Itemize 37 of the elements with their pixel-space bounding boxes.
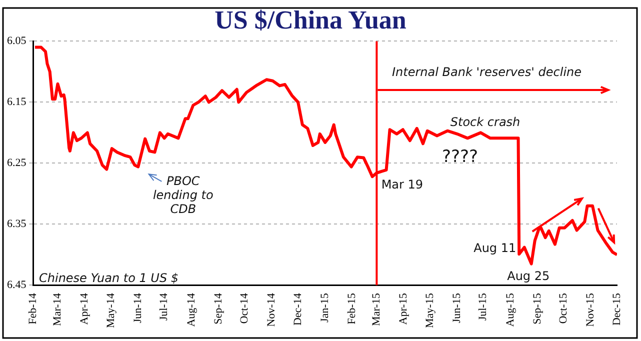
annotation: PBOC lending to CDB	[152, 174, 214, 216]
y-tick-label: 6.05	[7, 35, 27, 48]
annotation: Mar 19	[381, 178, 424, 192]
annotation: ????	[442, 147, 478, 167]
x-tick-label: May-14	[104, 292, 117, 328]
x-tick-label: Dec-14	[292, 292, 304, 326]
x-tick-label: Sep-14	[212, 292, 224, 324]
annotation: Chinese Yuan to 1 US $	[39, 271, 179, 285]
x-tick-label: Mar-14	[52, 292, 64, 326]
x-tick-label: Feb-15	[346, 292, 358, 324]
x-tick-label: Jul-14	[158, 292, 170, 321]
x-tick-label: Sep-15	[531, 292, 544, 324]
x-tick-label: May-15	[424, 292, 436, 328]
x-tick-label: Oct-14	[238, 292, 251, 324]
y-tick-label: 6.35	[7, 218, 27, 230]
x-tick-label: Oct-15	[558, 292, 570, 324]
annotation: Aug 11	[474, 241, 516, 256]
x-tick-label: Nov-14	[266, 292, 278, 327]
x-tick-label: Jun-14	[132, 292, 144, 324]
x-tick-label: Jan-15	[319, 292, 332, 322]
x-tick-label: Apr-15	[398, 292, 410, 325]
y-tick-label: 6.45	[7, 279, 27, 292]
annotation: Stock crash	[450, 115, 520, 130]
x-tick-label: Feb-14	[27, 292, 40, 324]
x-tick-label: Apr-14	[78, 292, 91, 325]
chart-title: US $/China Yuan	[214, 5, 407, 34]
y-tick-label: 6.25	[7, 157, 27, 170]
x-tick-label: Nov-15	[584, 292, 597, 327]
x-tick-label: Jul-15	[477, 292, 490, 321]
y-tick-label: 6.15	[7, 96, 27, 108]
annotation: Internal Bank 'reserves' decline	[392, 65, 582, 79]
annotation: Aug 25	[507, 268, 550, 283]
x-tick-label: Aug-14	[185, 292, 198, 327]
x-tick-label: Dec-15	[610, 292, 623, 326]
x-tick-label: Mar-15	[370, 292, 383, 326]
x-tick-label: Jun-15	[450, 292, 463, 324]
x-tick-label: Aug-15	[504, 292, 516, 327]
